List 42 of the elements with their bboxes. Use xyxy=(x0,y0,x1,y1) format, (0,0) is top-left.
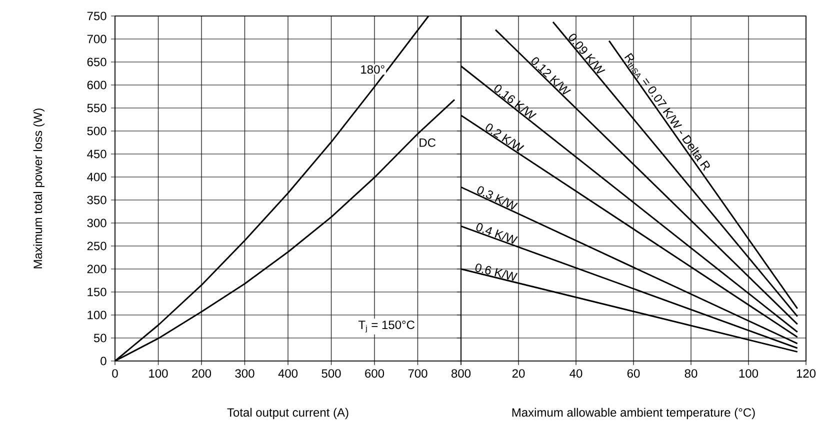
y-axis-title: Maximum total power loss (W) xyxy=(33,108,44,268)
y-tick-label: 550 xyxy=(87,104,106,112)
y-tick-label: 200 xyxy=(87,264,106,274)
text: 0.16 K/W xyxy=(494,84,537,119)
y-tick-label: 250 xyxy=(87,242,106,250)
x-tick-label: 300 xyxy=(235,369,254,378)
x-tick-label: 200 xyxy=(192,369,212,378)
x-tick-label: 80 xyxy=(684,369,698,378)
y-tick-label: 400 xyxy=(87,172,106,182)
x-tick-label: 400 xyxy=(278,369,298,378)
x-tick-label: 800 xyxy=(452,369,471,378)
y-tick-label: 100 xyxy=(88,310,106,320)
y-tick-label: 700 xyxy=(87,34,106,44)
text: 0.3 K/W xyxy=(477,186,518,210)
x-tick-label: 100 xyxy=(149,369,168,378)
y-tick-label: 750 xyxy=(87,12,106,20)
y-tick-label: 50 xyxy=(94,334,106,342)
text: 0.6 K/W xyxy=(475,264,518,281)
series-label: DC xyxy=(420,138,436,147)
text: 0.4 K/W xyxy=(476,223,518,244)
y-tick-label: 350 xyxy=(87,196,106,204)
x-tick-label: 40 xyxy=(570,369,582,378)
text: 0.2 K/W xyxy=(486,124,524,152)
x-tick-label: 600 xyxy=(365,369,384,378)
x-axis-title: Total output current (A) xyxy=(227,408,348,420)
y-tick-label: 650 xyxy=(87,58,106,66)
x-axis-title: Maximum allowable ambient temperature (°C) xyxy=(512,408,755,420)
x-tick-label: 120 xyxy=(796,369,816,378)
y-tick-label: 0 xyxy=(100,356,106,366)
y-tick-label: 450 xyxy=(87,150,106,158)
y-tick-label: 600 xyxy=(87,80,106,90)
y-tick-label: 150 xyxy=(88,288,106,296)
x-tick-label: 20 xyxy=(512,369,525,378)
x-tick-label: 60 xyxy=(627,369,640,378)
x-tick-label: 500 xyxy=(322,369,341,378)
annotation: T$_{j}$ = 150°C xyxy=(358,320,415,332)
x-tick-label: 0 xyxy=(112,369,118,378)
y-tick-label: 500 xyxy=(87,126,106,136)
x-tick-label: 100 xyxy=(739,369,758,378)
series-label: 180° xyxy=(361,65,384,74)
y-tick-label: 300 xyxy=(87,218,106,228)
x-tick-label: 700 xyxy=(408,369,428,378)
